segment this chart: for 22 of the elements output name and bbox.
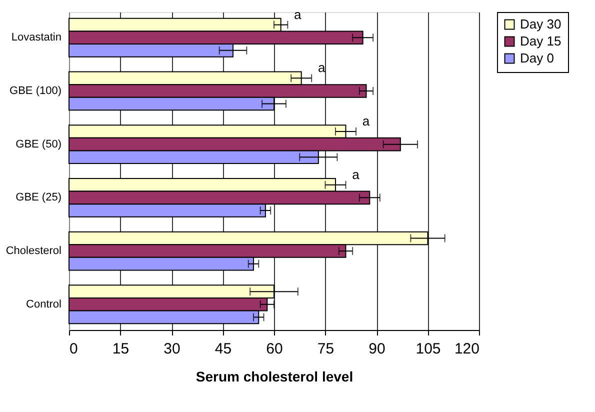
y-tick-label: Lovastatin [11, 32, 62, 44]
annotation: a [352, 166, 360, 182]
x-tick-label: 30 [164, 340, 180, 358]
legend-label: Day 0 [520, 50, 554, 66]
annotation: a [362, 114, 370, 129]
x-tick-label: 90 [368, 340, 386, 358]
legend-label: Day 15 [520, 34, 562, 48]
legend-label: Day 30 [520, 16, 562, 32]
y-tick-label: Cholesterol [6, 245, 62, 258]
y-tick-label: GBE (25) [16, 192, 62, 204]
y-tick-label: Control [26, 298, 62, 310]
x-tick-label: 15 [112, 340, 130, 358]
x-tick-label: 75 [317, 340, 334, 358]
x-tick-label: 0 [70, 340, 78, 358]
x-tick-label: 105 [416, 340, 441, 358]
annotation: a [294, 6, 302, 22]
y-tick-label: GBE (100) [10, 84, 62, 97]
x-axis-title: Serum cholesterol level [196, 368, 354, 384]
x-tick-label: 60 [266, 340, 283, 358]
y-tick-label: GBE (50) [16, 138, 62, 150]
x-tick-label: 120 [454, 340, 480, 358]
x-tick-label: 45 [214, 340, 232, 358]
